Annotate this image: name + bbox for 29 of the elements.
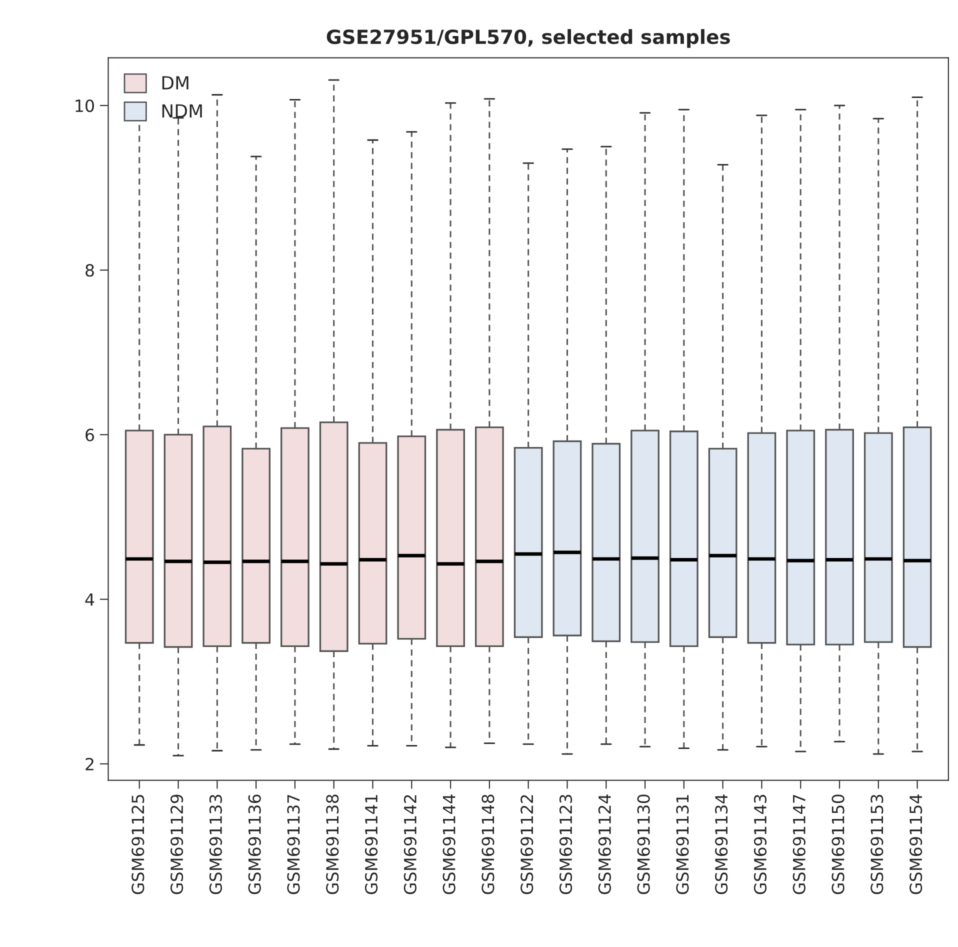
y-tick-label: 8 [86, 264, 94, 277]
x-tick-label: GSM691130 [637, 794, 650, 894]
x-tick-label: GSM691131 [676, 795, 689, 894]
x-tick-label: GSM691123 [559, 794, 572, 894]
x-tick-label: GSM691124 [598, 794, 611, 894]
x-tick-label: GSM691125 [132, 794, 144, 894]
x-tick-label: GSM691153 [870, 794, 884, 894]
legend-label: DM [162, 76, 188, 90]
x-tick-label: GSM691133 [209, 794, 222, 894]
y-tick-label: 6 [86, 428, 94, 442]
y-tick-label: 4 [85, 593, 94, 606]
x-tick-label: GSM691136 [248, 794, 261, 894]
x-tick-label: GSM691144 [442, 794, 456, 894]
y-tick-label: 10 [76, 99, 94, 112]
chart-title: GSE27951/GPL570, selected samples [326, 29, 730, 48]
x-tick-label: GSM691134 [715, 794, 728, 894]
x-tick-label: GSM691138 [326, 794, 339, 894]
x-tick-label: GSM691129 [170, 794, 184, 894]
x-tick-label: GSM691122 [520, 795, 534, 894]
x-tick-label: GSM691147 [792, 794, 806, 894]
x-tick-label: GSM691142 [404, 795, 416, 894]
x-tick-label: GSM691141 [364, 795, 378, 894]
x-tick-label: GSM691150 [832, 794, 844, 894]
y-tick-label: 2 [86, 758, 94, 770]
x-tick-label: GSM691143 [754, 794, 767, 894]
x-tick-label: GSM691154 [910, 794, 922, 894]
x-tick-label: GSM691148 [482, 794, 494, 894]
legend-label: NDM [162, 104, 202, 118]
x-tick-label: GSM691137 [287, 794, 300, 894]
